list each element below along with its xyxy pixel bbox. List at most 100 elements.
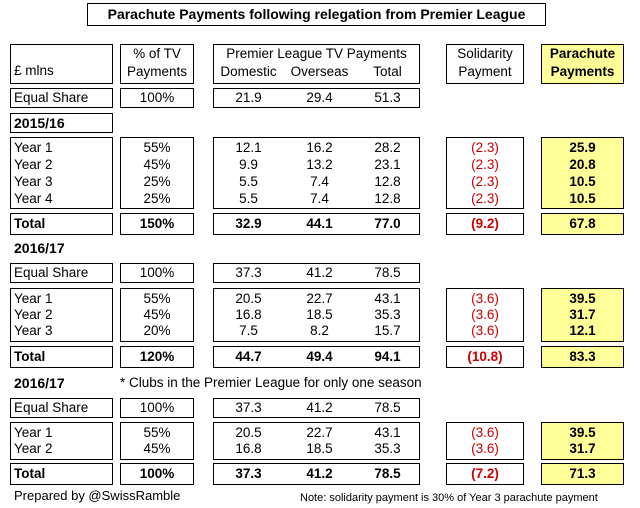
- section1-row1-tot: 28.2: [374, 140, 401, 155]
- section2-row3-tot: 15.7: [374, 323, 401, 338]
- section3-equal-share-label-box: [10, 398, 113, 418]
- section3-heading: 2016/17: [14, 375, 65, 391]
- section2-heading: 2016/17: [14, 240, 65, 256]
- header-pct-line1: % of TV: [133, 46, 181, 61]
- footer-credit: Prepared by @SwissRamble: [14, 488, 181, 503]
- section2-row3-pct: 20%: [143, 323, 171, 338]
- section2-row2-pct: 45%: [143, 307, 171, 322]
- section1-total-para: 67.8: [569, 216, 596, 231]
- section3-equal-share-pct: 100%: [139, 400, 175, 415]
- section2-equal-share-dom: 37.3: [235, 265, 262, 280]
- header-tv-box: [213, 44, 420, 84]
- section3-row2-para: 31.7: [569, 441, 596, 456]
- section1-total-label: Total: [14, 216, 46, 231]
- section3-equal-share-ovs: 41.2: [306, 400, 333, 415]
- section3-row2-pct: 45%: [143, 441, 171, 456]
- section2-total-label: Total: [14, 349, 46, 364]
- section3-row1-pct: 55%: [143, 425, 171, 440]
- section2-row3-label: Year 3: [14, 323, 53, 338]
- section3-rows-label-box: [10, 422, 113, 460]
- section2-row2-dom: 16.8: [235, 307, 262, 322]
- section3-total-label: Total: [14, 466, 46, 481]
- equal-share-top-tot: 51.3: [374, 90, 401, 105]
- header-parachute-line2: Payments: [550, 64, 615, 79]
- section3-total-para: 71.3: [569, 466, 596, 481]
- header-solidarity-line2: Payment: [458, 64, 512, 79]
- section3-row1-para: 39.5: [569, 425, 596, 440]
- section2-total-sol-box: [446, 346, 524, 368]
- section2-equal-share-label-box: [10, 263, 113, 283]
- section2-rows-label-box: [10, 288, 113, 342]
- section3-total-dom: 37.3: [235, 466, 262, 481]
- section3-rows-sol-box: [446, 422, 524, 460]
- section3-total-label-box: [10, 463, 113, 485]
- section2-equal-share-tv-box: [213, 263, 420, 283]
- section2-equal-share-ovs: 41.2: [306, 265, 333, 280]
- section1-total-sol: (9.2): [471, 216, 499, 231]
- section3-row1-ovs: 22.7: [306, 425, 333, 440]
- section2-row2-label: Year 2: [14, 307, 53, 322]
- section3-total-sol: (7.2): [471, 466, 499, 481]
- section2-total-pct-box: [120, 346, 194, 368]
- section1-row4-dom: 5.5: [239, 191, 258, 206]
- table-title: Parachute Payments following relegation …: [87, 3, 546, 26]
- section1-row1-label: Year 1: [14, 140, 53, 155]
- section3-row2-label: Year 2: [14, 441, 53, 456]
- section2-row1-para: 39.5: [569, 291, 596, 306]
- section2-total-tv-box: [213, 346, 420, 368]
- section3-total-ovs: 41.2: [306, 466, 333, 481]
- section1-rows-sol-box: [446, 137, 524, 209]
- section1-row1-ovs: 16.2: [306, 140, 333, 155]
- section3-total-pct: 100%: [139, 466, 175, 481]
- section3-total-sol-box: [446, 463, 524, 485]
- equal-share-top-tv-box: [213, 88, 420, 108]
- section2-row2-tot: 35.3: [374, 307, 401, 322]
- section1-row1-para: 25.9: [569, 140, 596, 155]
- section3-rows-tv-box: [213, 422, 420, 460]
- section1-total-label-box: [10, 213, 113, 235]
- section1-row2-pct: 45%: [143, 157, 171, 172]
- section2-row3-ovs: 8.2: [310, 323, 329, 338]
- section3-equal-share-label: Equal Share: [14, 400, 89, 415]
- section1-row1-dom: 12.1: [235, 140, 262, 155]
- section2-row1-dom: 20.5: [235, 291, 262, 306]
- header-parachute-line1: Parachute: [549, 46, 616, 61]
- section1-total-ovs: 44.1: [306, 216, 333, 231]
- equal-share-top-pct: 100%: [139, 90, 175, 105]
- section1-row3-para: 10.5: [569, 174, 596, 189]
- header-overseas: Overseas: [290, 64, 349, 79]
- section2-row1-tot: 43.1: [374, 291, 401, 306]
- section3-equal-share-dom: 37.3: [235, 400, 262, 415]
- section2-total-para-box: [541, 346, 624, 368]
- section3-row1-dom: 20.5: [235, 425, 262, 440]
- section1-row4-tot: 12.8: [374, 191, 401, 206]
- section3-rows-para-box: [541, 422, 624, 460]
- section1-heading-box: [10, 113, 113, 133]
- section2-rows-sol-box: [446, 288, 524, 342]
- section1-heading: 2015/16: [14, 115, 65, 131]
- equal-share-top-ovs: 29.4: [306, 90, 333, 105]
- section2-row3-para: 12.1: [569, 323, 596, 338]
- section2-row1-label: Year 1: [14, 291, 53, 306]
- section2-row2-ovs: 18.5: [306, 307, 333, 322]
- section3-row2-ovs: 18.5: [306, 441, 333, 456]
- section1-total-sol-box: [446, 213, 524, 235]
- footer-note: Note: solidarity payment is 30% of Year …: [300, 492, 598, 504]
- header-sol-box: [446, 44, 524, 84]
- section2-row1-ovs: 22.7: [306, 291, 333, 306]
- section1-total-dom: 32.9: [235, 216, 262, 231]
- section2-row1-sol: (3.6): [471, 291, 499, 306]
- section3-equal-share-tot: 78.5: [374, 400, 401, 415]
- section2-row1-pct: 55%: [143, 291, 171, 306]
- section1-row3-label: Year 3: [14, 174, 53, 189]
- equal-share-top-dom: 21.9: [235, 90, 262, 105]
- section1-row3-dom: 5.5: [239, 174, 258, 189]
- section1-rows-tv-box: [213, 137, 420, 209]
- equal-share-top-pct-box: [120, 88, 194, 108]
- section1-row3-pct: 25%: [143, 174, 171, 189]
- section2-row2-sol: (3.6): [471, 307, 499, 322]
- section1-row1-pct: 55%: [143, 140, 171, 155]
- section1-row2-dom: 9.9: [239, 157, 258, 172]
- header-para-box: [541, 44, 624, 84]
- equal-share-top-label: Equal Share: [14, 90, 89, 105]
